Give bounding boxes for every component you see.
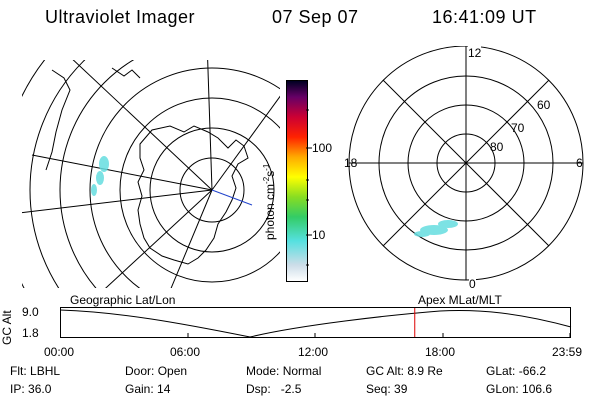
mlt-diagonal [382, 79, 550, 247]
colorbar-ticks [306, 109, 312, 266]
sun-direction-line [211, 189, 253, 206]
lat-circle [149, 127, 275, 253]
info-glon: GLon: 106.6 [486, 382, 553, 396]
info-filter: Flt: LBHL [10, 364, 61, 378]
time-tick: 18:00 [425, 345, 456, 359]
altitude-high: 9.0 [22, 305, 39, 319]
mlt-label-12: 12 [468, 46, 482, 60]
info-gc-alt: GC Alt: 8.9 Re [366, 364, 443, 378]
mlat-label-60: 60 [537, 98, 551, 112]
mlt-label-6: 6 [576, 156, 583, 170]
lat-circle [179, 157, 245, 223]
aurora-patch-geo [91, 156, 109, 196]
colorbar [286, 80, 308, 282]
coastline [45, 69, 71, 171]
instrument-title: Ultraviolet Imager [45, 7, 196, 27]
altitude-axis-title: GC Alt [0, 310, 14, 345]
lat-circle [89, 67, 280, 288]
altitude-low: 1.8 [22, 326, 39, 340]
info-door: Door: Open [125, 364, 188, 378]
info-ip: IP: 36.0 [10, 382, 52, 396]
info-mode: Mode: Normal [246, 364, 322, 378]
lat-circle [29, 60, 86, 288]
mlat-label-70: 70 [511, 121, 525, 135]
lat-circle [59, 60, 135, 288]
coastline [111, 67, 141, 79]
time-tick: 23:59 [552, 345, 583, 359]
time-tick: 06:00 [170, 345, 201, 359]
continent-outline [137, 125, 249, 265]
mlat-label-80: 80 [490, 140, 504, 154]
mlt-label-18: 18 [344, 156, 358, 170]
altitude-timeline [60, 307, 572, 338]
mlt-label-0: 0 [469, 277, 476, 291]
colorbar-tick-10: 10 [312, 228, 326, 242]
colorbar-tick-100: 100 [312, 141, 333, 155]
info-gain: Gain: 14 [125, 382, 171, 396]
aurora-patch-polar [414, 220, 458, 237]
lat-circle [119, 97, 280, 283]
time-tick: 12:00 [298, 345, 329, 359]
geo-caption: Geographic Lat/Lon [70, 293, 176, 307]
altitude-curve [60, 309, 572, 338]
info-glat: GLat: -66.2 [486, 364, 547, 378]
info-dsp: Dsp: -2.5 [246, 382, 302, 396]
apex-caption: Apex MLat/MLT [418, 293, 502, 307]
observation-date: 07 Sep 07 [272, 7, 359, 27]
meridian [72, 60, 213, 191]
geographic-map [22, 60, 280, 288]
info-seq: Seq: 39 [366, 382, 408, 396]
time-tick-marks [60, 333, 571, 337]
observation-time: 16:41:09 UT [432, 7, 537, 27]
mlat-mlt-polar-plot [348, 46, 584, 281]
colorbar-units: photon cm-2s-1 [262, 163, 277, 240]
time-tick: 00:00 [44, 345, 75, 359]
